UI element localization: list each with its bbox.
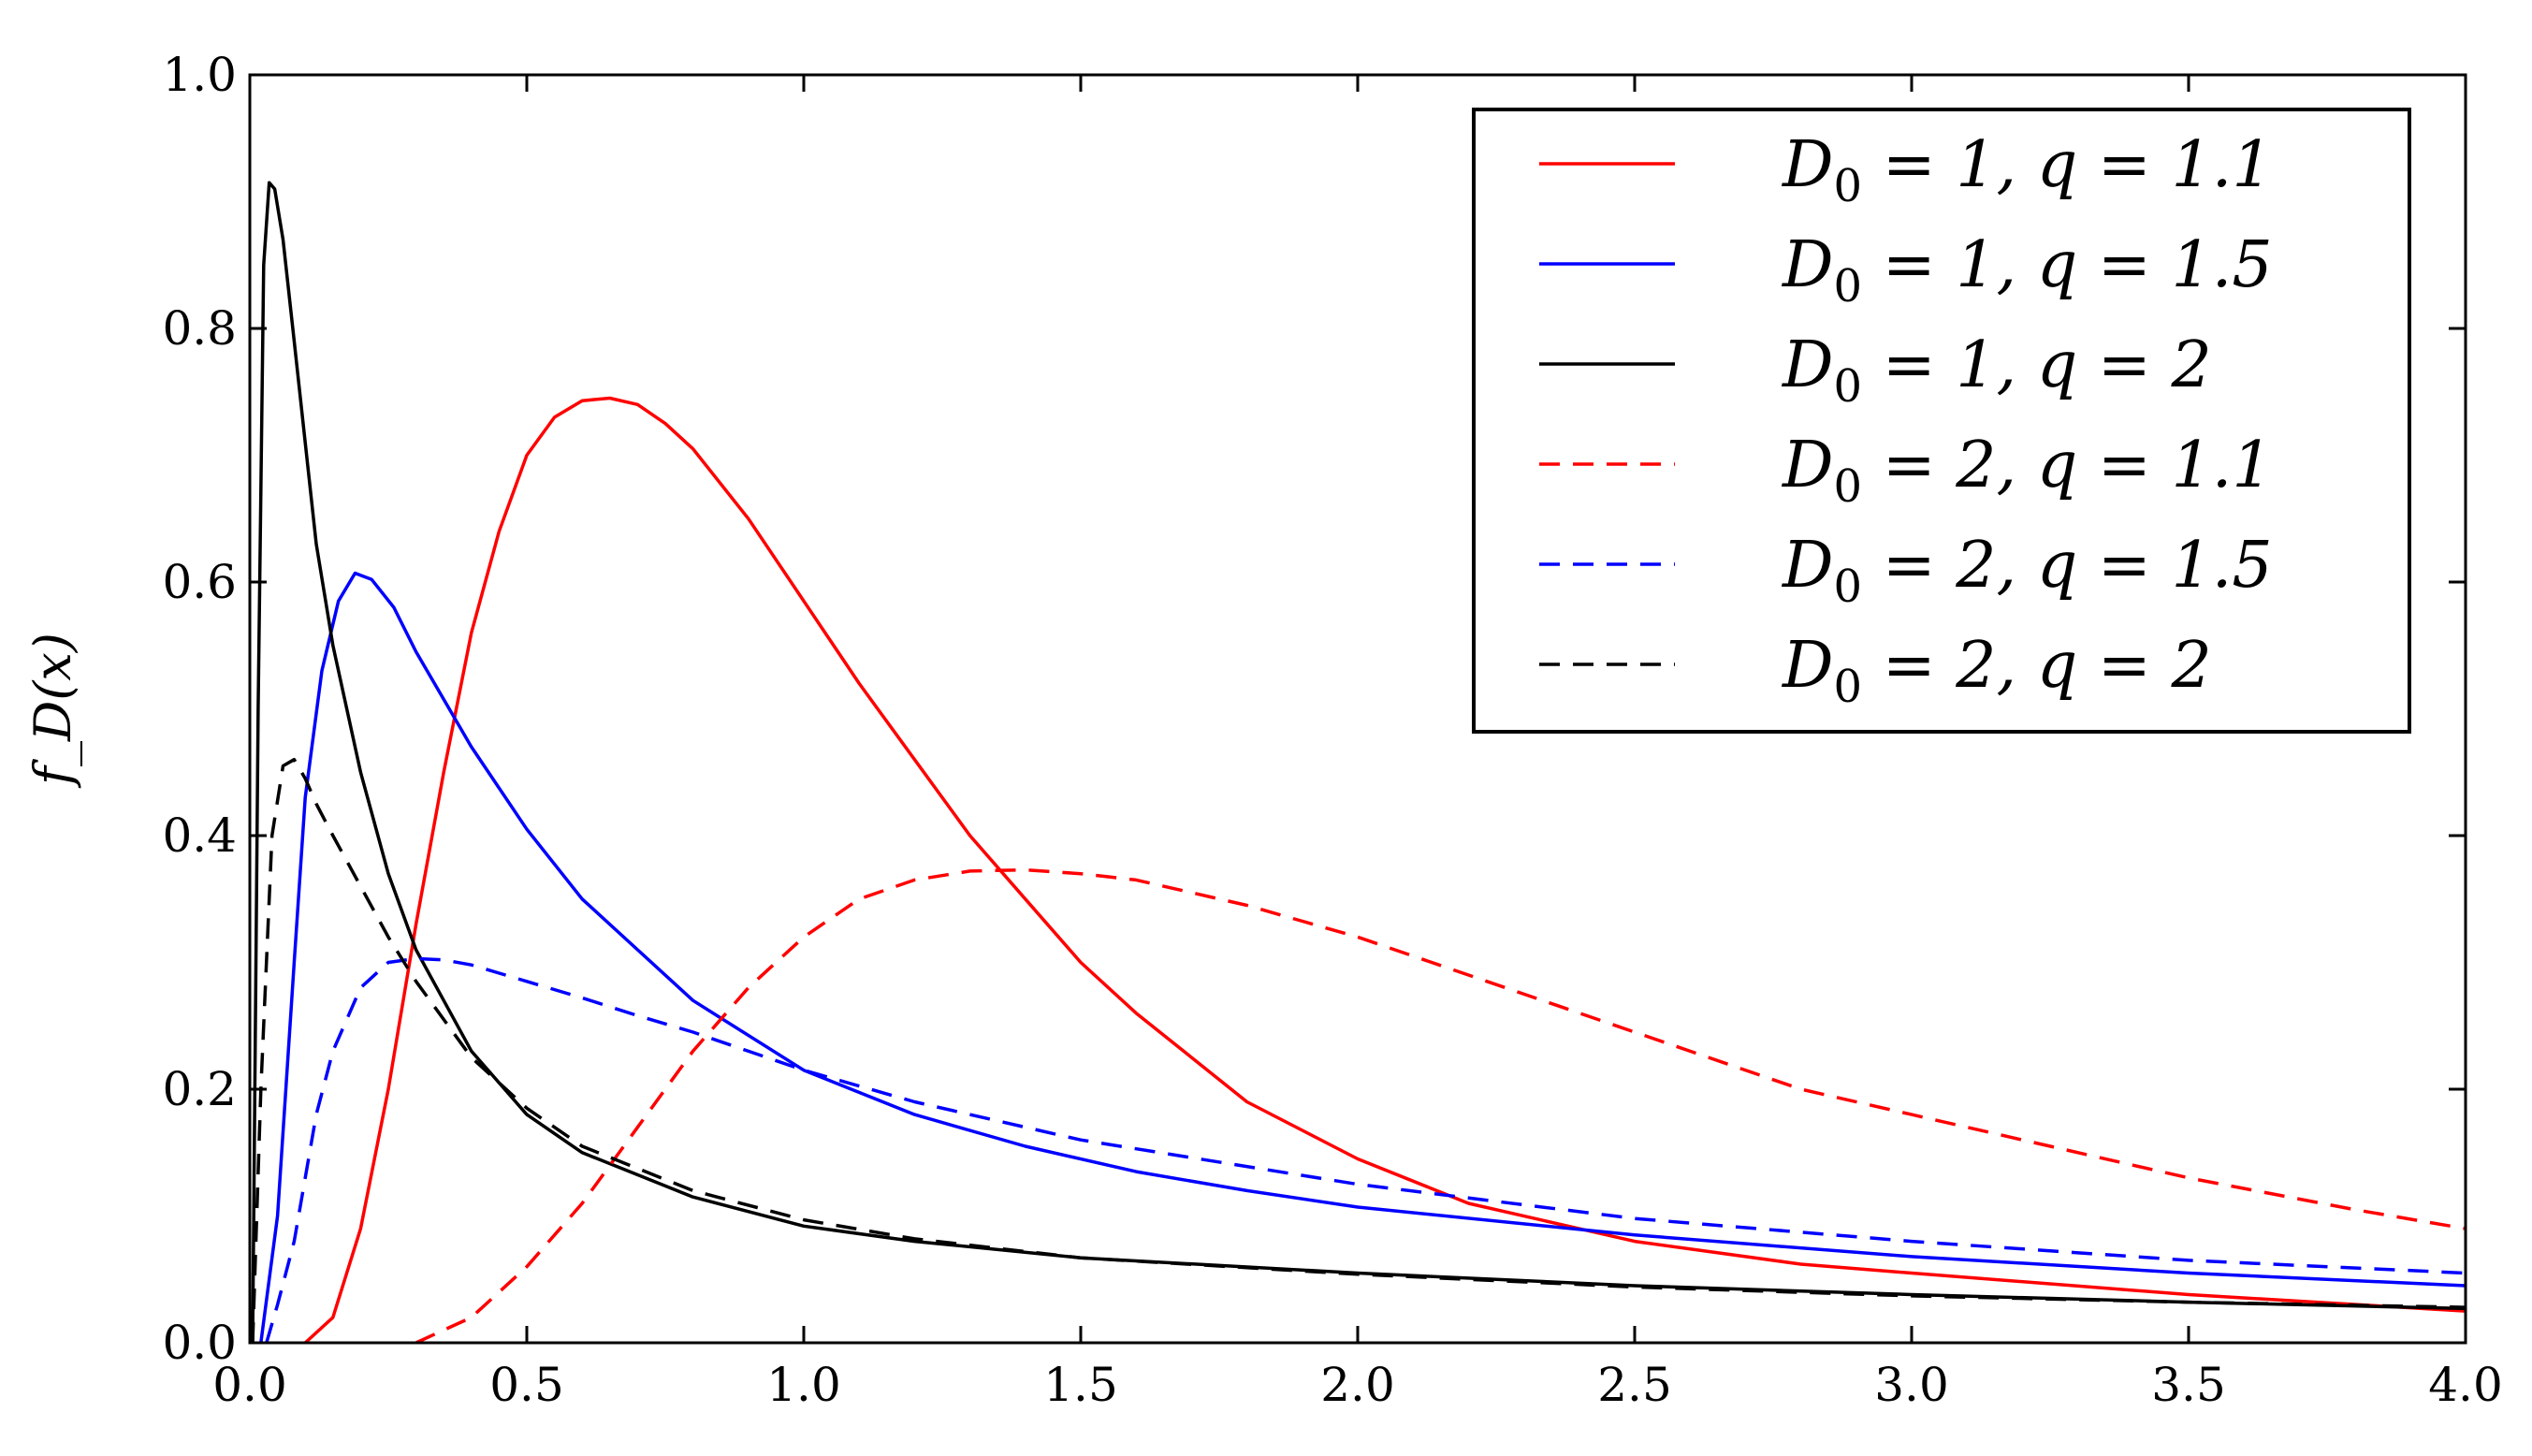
x-tick-label: 0.5 [489, 1358, 564, 1412]
legend-item: D0 = 2, q = 1.5 [1539, 529, 2273, 613]
legend-label-symbol: D [1781, 228, 1834, 302]
x-tick-label: 1.0 [766, 1358, 841, 1412]
series-line-1 [304, 396, 2467, 1345]
legend-label-rest: = 2, q = 1.1 [1862, 429, 2273, 502]
series-line-6 [251, 757, 2467, 1344]
series-layer [251, 181, 2467, 1345]
x-tick-label: 2.0 [1320, 1358, 1395, 1412]
legend-label-subscript: 0 [1834, 460, 1863, 513]
legend-label: D0 = 1, q = 2 [1781, 328, 2212, 413]
legend-box [1472, 108, 2411, 734]
y-tick-label: 0.8 [162, 301, 237, 356]
legend-label-subscript: 0 [1834, 561, 1863, 613]
legend-item: D0 = 2, q = 2 [1539, 629, 2212, 713]
series-line-5 [265, 956, 2467, 1344]
legend-label: D0 = 2, q = 1.5 [1781, 529, 2273, 613]
legend-label-subscript: 0 [1834, 661, 1863, 713]
legend-label-symbol: D [1781, 128, 1834, 202]
x-tick-label: 2.5 [1597, 1358, 1672, 1412]
legend-label: D0 = 2, q = 2 [1781, 629, 2212, 713]
x-tick-label: 4.0 [2428, 1358, 2503, 1412]
legend-label-rest: = 2, q = 1.5 [1862, 529, 2273, 603]
legend-label-subscript: 0 [1834, 260, 1863, 313]
legend-item: D0 = 1, q = 1.5 [1539, 228, 2273, 313]
y-tick-label: 0.0 [162, 1316, 237, 1370]
y-axis-label: f_D(x) [23, 633, 82, 789]
legend-label: D0 = 1, q = 1.1 [1781, 128, 2273, 212]
x-tick-label: 1.5 [1043, 1358, 1118, 1412]
legend-label-subscript: 0 [1834, 360, 1863, 413]
series-line-2 [259, 571, 2467, 1344]
y-tick-label: 0.6 [162, 555, 237, 609]
x-tick-label: 3.5 [2151, 1358, 2226, 1412]
legend-label-symbol: D [1781, 529, 1834, 603]
legend-label-rest: = 1, q = 1.5 [1862, 228, 2273, 302]
x-tick-label: 3.0 [1874, 1358, 1949, 1412]
legend-label-rest: = 1, q = 1.1 [1862, 128, 2273, 202]
legend-item: D0 = 1, q = 1.1 [1539, 128, 2273, 212]
y-tick-label: 0.4 [162, 808, 237, 863]
y-tick-label: 1.0 [162, 48, 237, 102]
legend-label-symbol: D [1781, 429, 1834, 502]
legend-label-subscript: 0 [1834, 160, 1863, 212]
legend-label-rest: = 1, q = 2 [1862, 328, 2212, 402]
x-tick-label: 0.0 [212, 1358, 287, 1412]
legend-item: D0 = 1, q = 2 [1539, 328, 2212, 413]
tick-layer: 0.0 0.5 1.0 1.5 2.0 2.5 3.0 3.5 4.0 0.0 0.2 0.4 0.6 0… [162, 48, 2502, 1412]
legend-label-symbol: D [1781, 629, 1834, 703]
legend-label-rest: = 2, q = 2 [1862, 629, 2212, 703]
legend-item: D0 = 2, q = 1.1 [1539, 429, 2273, 513]
legend-label: D0 = 1, q = 1.5 [1781, 228, 2273, 313]
legend: D0 = 1, q = 1.1D0 = 1, q = 1.5D0 = 1, q … [1472, 108, 2411, 734]
y-tick-label: 0.2 [162, 1062, 237, 1116]
legend-label: D0 = 2, q = 1.1 [1781, 429, 2273, 513]
legend-label-symbol: D [1781, 328, 1834, 402]
